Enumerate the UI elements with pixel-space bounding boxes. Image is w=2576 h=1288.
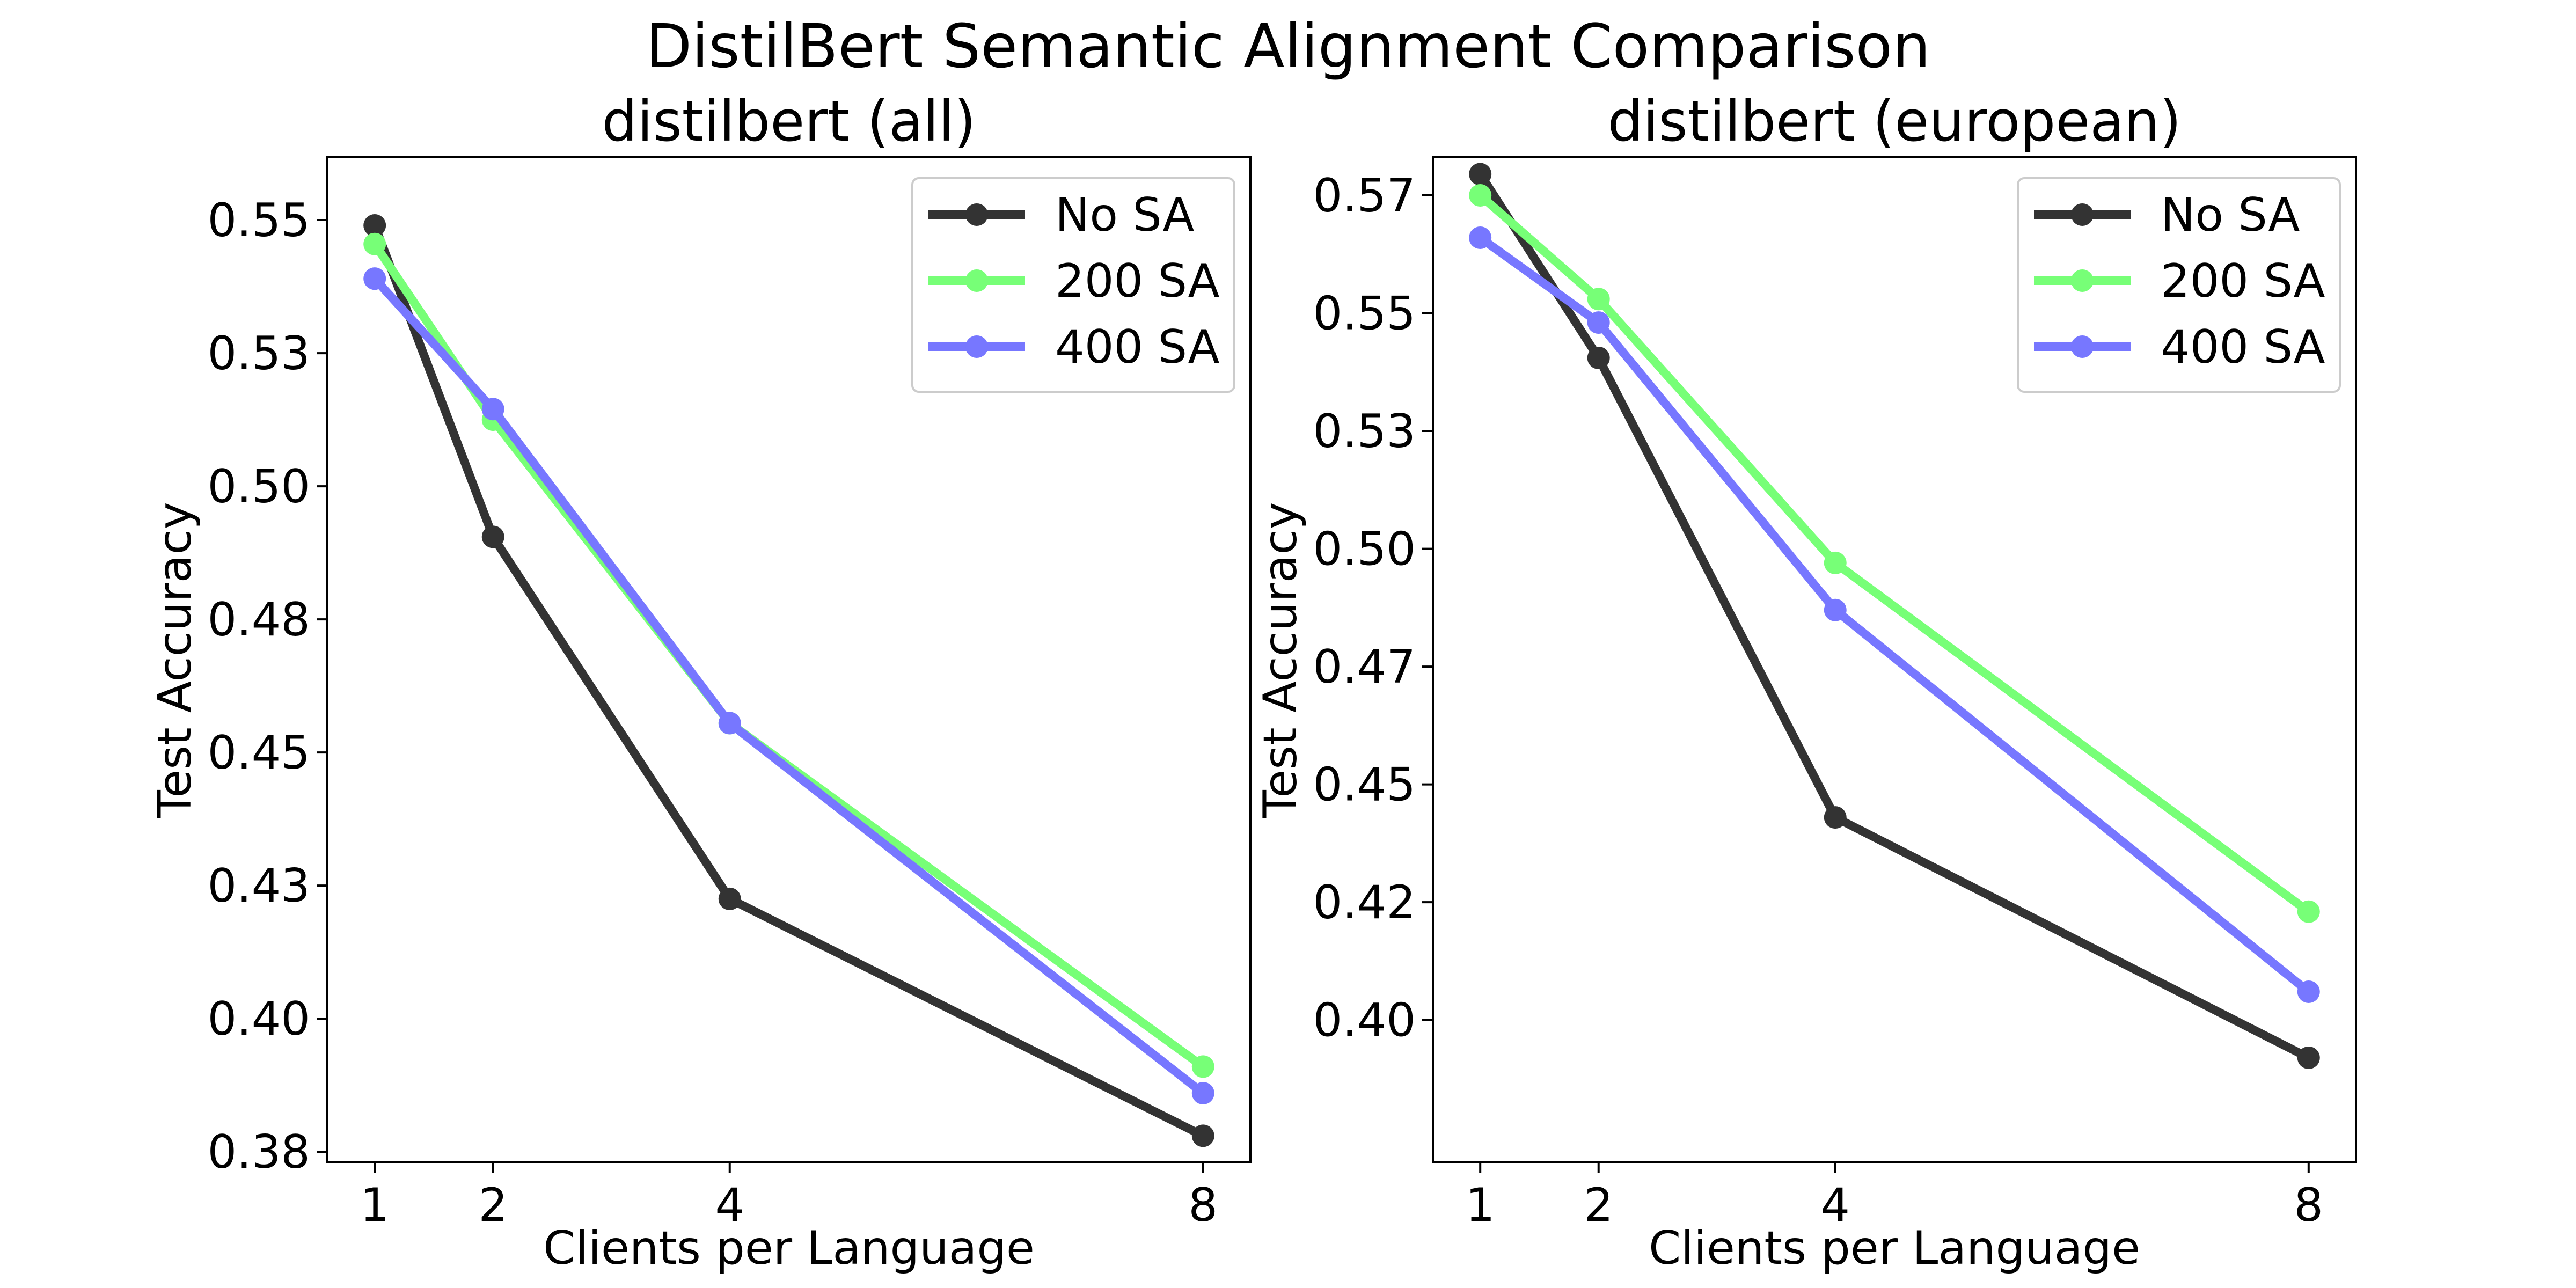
subplot-all-point-400-sa — [718, 712, 741, 735]
subplot-european-x-tick-label: 8 — [2294, 1179, 2323, 1232]
subplot-european-series-line-no-sa — [1476, 172, 2311, 1062]
subplot-all-x-tick-label: 8 — [1188, 1179, 1218, 1232]
subplot-all-point-200-sa — [1191, 1055, 1214, 1078]
subplot-all-y-tick-label: 0.55 — [208, 194, 310, 247]
subplot-all-title: distilbert (all) — [602, 89, 976, 154]
subplot-european-point-200-sa — [1824, 551, 1847, 574]
subplot-european-x-tick-label: 4 — [1820, 1179, 1850, 1232]
subplot-all-point-no-sa — [363, 214, 386, 237]
subplot-all-y-axis-label: Test Accuracy — [148, 502, 202, 818]
figure-title: DistilBert Semantic Alignment Comparison — [646, 12, 1930, 82]
subplot-all-y-tick-label: 0.38 — [208, 1125, 310, 1179]
subplot-european-legend — [2017, 177, 2341, 393]
subplot-european-series-line-400-sa — [1477, 234, 2311, 996]
subplot-all-legend-marker-400-sa — [965, 335, 988, 358]
subplot-all-x-tick-label: 1 — [360, 1179, 390, 1232]
subplot-all-legend-label-400-sa: 400 SA — [1055, 320, 1220, 374]
subplot-european-point-400-sa — [2297, 980, 2320, 1004]
subplot-european-point-400-sa — [1587, 311, 1610, 334]
subplot-european-legend-marker-400-sa — [2071, 335, 2094, 358]
subplot-all-point-no-sa — [718, 887, 741, 910]
subplot-all-y-tick-label: 0.40 — [208, 992, 310, 1046]
subplot-european-y-tick-label: 0.45 — [1313, 758, 1416, 812]
subplot-european-legend-label-no-sa: No SA — [2161, 188, 2300, 242]
subplot-european-point-no-sa — [1587, 346, 1610, 369]
subplot-european-x-tick-label: 2 — [1584, 1179, 1613, 1232]
subplot-european-y-tick-label: 0.53 — [1313, 405, 1416, 458]
subplot-european-y-tick-label: 0.50 — [1313, 523, 1416, 576]
subplot-european-y-tick-label: 0.57 — [1313, 169, 1416, 223]
subplot-all-legend-marker-200-sa — [965, 269, 988, 292]
subplot-european-point-200-sa — [1587, 288, 1610, 311]
subplot-european-y-tick-label: 0.40 — [1313, 994, 1416, 1048]
subplot-european-point-400-sa — [1469, 226, 1492, 250]
subplot-european-series-line-200-sa — [1477, 192, 2311, 916]
subplot-all-y-tick-label: 0.43 — [208, 859, 310, 913]
subplot-european-point-no-sa — [1469, 163, 1492, 186]
subplot-all-point-400-sa — [481, 398, 504, 421]
subplot-all: distilbert (all) Clients per Language Te… — [148, 89, 1252, 1275]
subplot-all-point-no-sa — [481, 525, 504, 548]
subplot-european: distilbert (european) Clients per Langua… — [1254, 89, 2357, 1275]
subplot-european-point-200-sa — [1469, 184, 1492, 207]
subplot-european-point-no-sa — [2297, 1046, 2320, 1069]
subplot-all-y-tick-label: 0.48 — [208, 593, 310, 647]
subplot-all-point-400-sa — [1191, 1082, 1214, 1105]
subplot-all-legend-marker-no-sa — [965, 203, 988, 226]
subplot-all-x-tick-label: 4 — [715, 1179, 744, 1232]
subplot-all-y-tick-label: 0.50 — [208, 460, 310, 514]
subplot-european-y-tick-label: 0.42 — [1313, 876, 1416, 930]
subplot-all-series-line-no-sa — [370, 224, 1205, 1140]
subplot-european-point-400-sa — [1824, 598, 1847, 621]
subplot-european-x-tick-label: 1 — [1466, 1179, 1495, 1232]
subplot-all-y-tick-label: 0.53 — [208, 327, 310, 380]
subplot-european-y-tick-label: 0.47 — [1313, 640, 1416, 694]
subplot-all-axes-frame — [326, 156, 1252, 1163]
subplot-all-point-no-sa — [1191, 1124, 1214, 1147]
subplot-european-axes-frame — [1432, 156, 2357, 1163]
subplot-all-legend-label-no-sa: No SA — [1055, 188, 1194, 242]
subplot-all-x-tick-label: 2 — [478, 1179, 508, 1232]
subplot-european-point-no-sa — [1824, 806, 1847, 829]
subplot-european-y-axis-label: Test Accuracy — [1254, 502, 1307, 818]
subplot-all-point-400-sa — [363, 267, 386, 290]
subplot-all-legend — [911, 177, 1235, 393]
subplot-european-title: distilbert (european) — [1607, 89, 2181, 154]
subplot-european-point-200-sa — [2297, 900, 2320, 923]
subplot-all-y-tick-label: 0.45 — [208, 726, 310, 780]
subplot-all-x-axis-label: Clients per Language — [543, 1221, 1035, 1275]
subplot-european-legend-marker-200-sa — [2071, 269, 2094, 292]
subplot-european-legend-marker-no-sa — [2071, 203, 2094, 226]
subplot-european-legend-label-400-sa: 400 SA — [2161, 320, 2325, 374]
subplot-all-series-line-400-sa — [371, 275, 1206, 1097]
subplot-all-point-200-sa — [363, 232, 386, 255]
subplot-european-legend-label-200-sa: 200 SA — [2161, 254, 2325, 308]
subplot-european-x-axis-label: Clients per Language — [1649, 1221, 2140, 1275]
subplot-european-y-tick-label: 0.55 — [1313, 287, 1416, 341]
subplot-all-legend-label-200-sa: 200 SA — [1055, 254, 1220, 308]
